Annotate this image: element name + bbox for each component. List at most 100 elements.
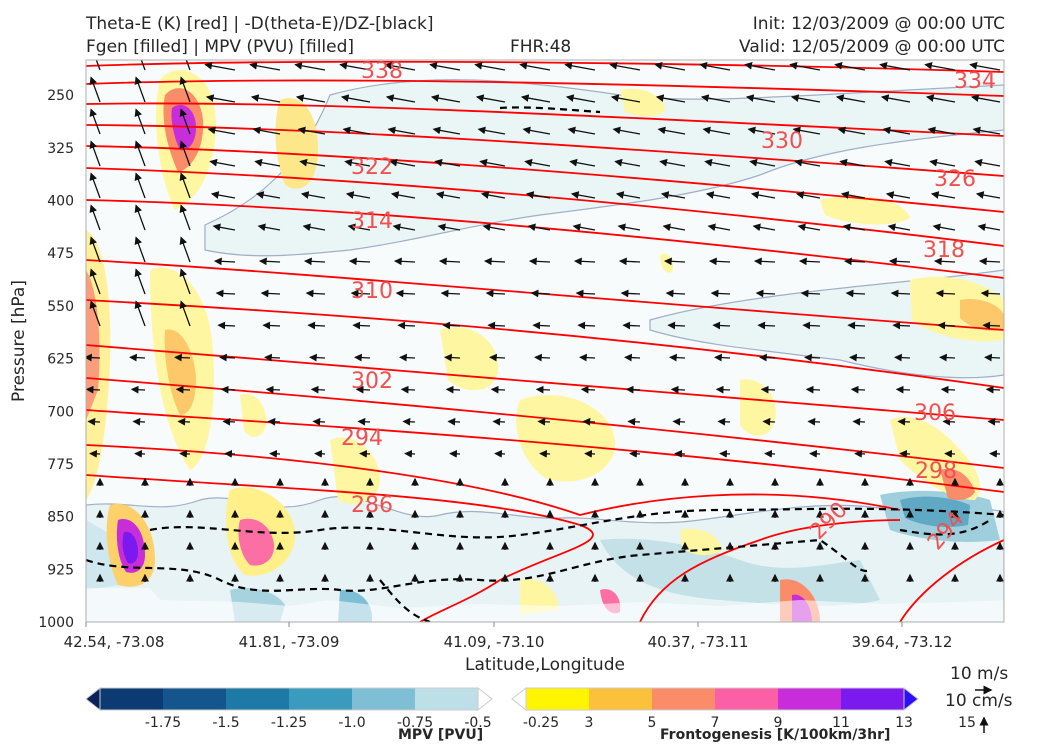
theta-e-label: 318	[923, 238, 965, 263]
wind-vector	[445, 385, 461, 394]
y-tick-label: 400	[47, 194, 74, 210]
x-axis-ticks: 42.54, -73.08 41.81, -73.09 41.09, -73.10 4…	[64, 622, 953, 651]
wind-vector	[707, 223, 731, 232]
wind-vector	[704, 158, 731, 167]
wind-vector	[528, 257, 551, 266]
y-axis-label: Pressure [hPa]	[9, 280, 29, 402]
wind-vector	[299, 158, 326, 167]
wind-vector	[490, 385, 506, 394]
wind-vector	[750, 191, 776, 199]
wind-vector	[715, 385, 731, 394]
wind-vector	[429, 61, 461, 71]
wind-vector	[213, 257, 236, 266]
colorbar-segment	[652, 688, 716, 710]
wind-vector	[937, 321, 956, 330]
wind-vector	[442, 321, 461, 330]
theta-e-label: 306	[914, 401, 956, 426]
wind-vector	[249, 61, 281, 71]
wind-vector	[977, 223, 1001, 232]
wind-vector	[757, 321, 776, 330]
wind-vector	[260, 289, 281, 298]
theta-e-label: 338	[361, 59, 403, 84]
wind-vector	[134, 108, 146, 135]
wind-vector	[447, 417, 461, 426]
colorbar-tick-label: 3	[584, 715, 594, 731]
wind-vector	[660, 191, 686, 199]
wind-vector	[935, 289, 956, 298]
wind-vector	[255, 191, 281, 199]
wind-vector	[134, 300, 146, 327]
wind-vector	[209, 158, 236, 167]
wind-vector	[672, 417, 686, 426]
wind-vector	[744, 61, 776, 71]
wind-vector	[663, 257, 686, 266]
wind-vector	[892, 321, 911, 330]
wind-vector	[890, 289, 911, 298]
wind-vector	[980, 289, 1001, 298]
wind-vector	[430, 94, 461, 103]
wind-vector	[217, 321, 236, 330]
wind-vector	[140, 60, 146, 71]
wind-vector	[978, 257, 1001, 266]
wind-vector	[307, 321, 326, 330]
wind-vector	[805, 385, 821, 394]
wind-vector	[294, 61, 326, 71]
wind-vector	[760, 385, 776, 394]
x-axis-label: Latitude,Longitude	[465, 655, 625, 675]
wind-vector	[438, 257, 461, 266]
wind-vector	[705, 191, 731, 199]
wind-vector	[310, 385, 326, 394]
wind-vector	[86, 353, 101, 362]
wind-vector	[519, 61, 551, 71]
wind-vector	[939, 353, 956, 362]
wind-vector	[475, 94, 506, 103]
wind-vector	[699, 61, 731, 71]
fgen-colorbar-label: Frontogenesis [K/100km/3hr]	[660, 727, 891, 743]
wind-vector	[614, 158, 641, 167]
wind-vector	[210, 191, 236, 199]
wind-vector	[489, 353, 506, 362]
wind-vector	[132, 417, 146, 426]
colorbar-segment	[526, 688, 590, 710]
wind-vector	[565, 94, 596, 103]
theta-e-label: 314	[351, 209, 393, 234]
wind-vector	[390, 191, 416, 199]
wind-vector	[532, 321, 551, 330]
colorbar-tick-label: -0.25	[522, 715, 560, 731]
wind-vector	[835, 94, 866, 103]
wind-vector	[579, 353, 596, 362]
wind-vector	[350, 289, 371, 298]
y-axis-ticks: 250 325 400 475 550 625 700 775 850 925 1000	[38, 88, 74, 631]
colorbar-tick-label: 11	[832, 715, 850, 731]
theta-e-label: 326	[934, 167, 976, 192]
mpv-colorbar	[85, 686, 493, 712]
colorbar-tick-label: -0.75	[396, 715, 434, 731]
wind-vector	[89, 140, 101, 167]
wind-vector	[444, 353, 461, 362]
wind-vector	[179, 172, 191, 199]
wind-vector	[618, 257, 641, 266]
wind-vector	[852, 417, 866, 426]
wind-vector	[89, 76, 101, 103]
x-tick-label: 40.37, -73.11	[648, 633, 749, 651]
y-tick-label: 850	[47, 510, 74, 526]
wind-vector	[669, 353, 686, 362]
wind-vector	[974, 158, 1001, 167]
wind-vector	[933, 257, 956, 266]
wind-vector	[895, 385, 911, 394]
colorbar-tick-label: 5	[647, 715, 657, 731]
x-tick-label: 39.64, -73.12	[852, 633, 953, 651]
wind-vector	[179, 108, 191, 135]
wind-vector	[987, 417, 1001, 426]
y-tick-label: 550	[47, 299, 74, 315]
wind-vector	[204, 61, 236, 71]
wind-vector	[839, 158, 866, 167]
y-tick-label: 1000	[38, 615, 74, 631]
wind-vector	[212, 223, 236, 232]
wind-vector	[347, 223, 371, 232]
wind-vector	[882, 126, 911, 135]
wind-vector	[295, 94, 326, 103]
wind-vector	[924, 61, 956, 71]
wind-vector	[134, 140, 146, 167]
